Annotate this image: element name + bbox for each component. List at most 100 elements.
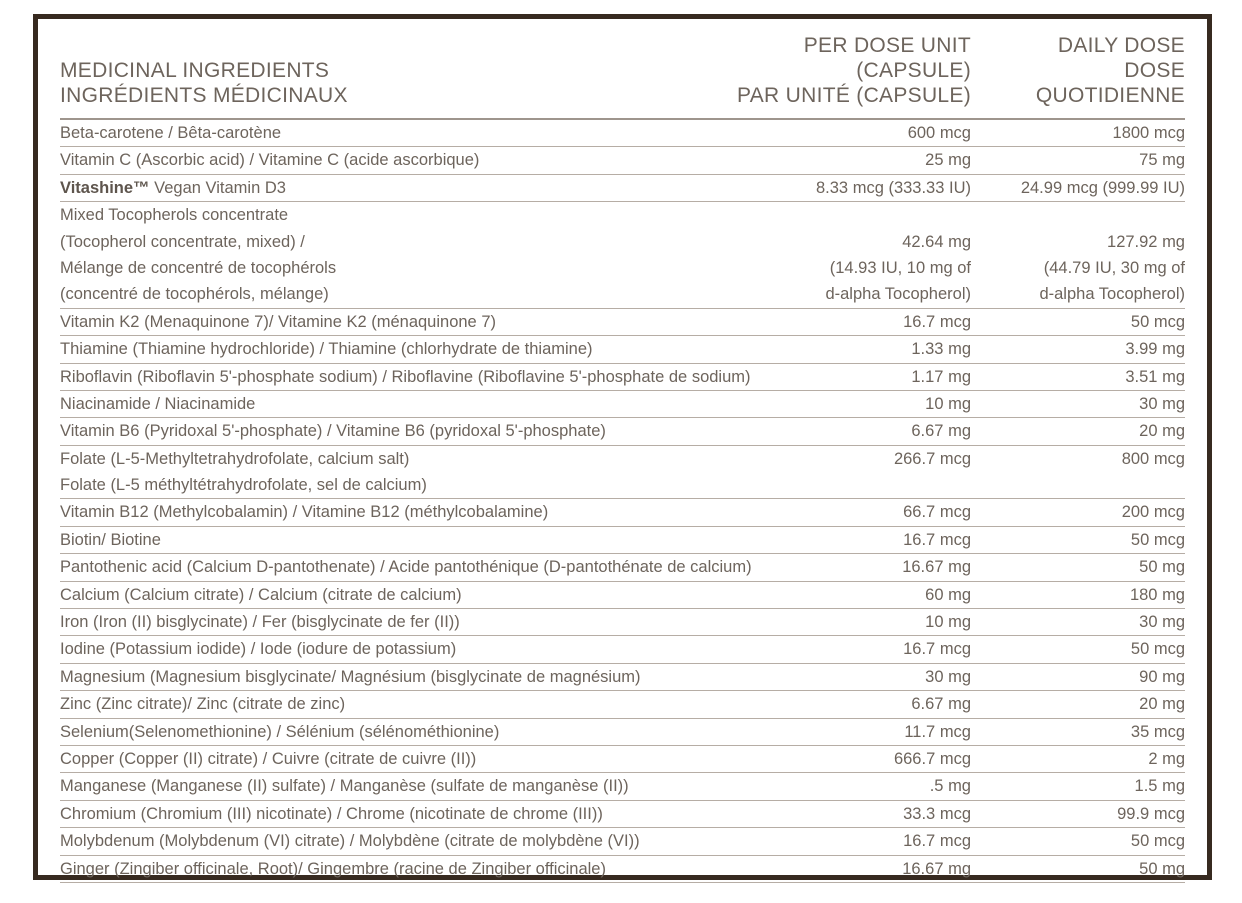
table-row: Mixed Tocopherols concentrate (Tocopherol… — [60, 201, 1185, 309]
per-dose-value: 30 mg — [733, 663, 971, 692]
ingredient-name: Iron (Iron (II) bisglycinate) / Fer (bis… — [60, 608, 733, 637]
ingredient-name: Vitamin K2 (Menaquinone 7)/ Vitamine K2 … — [60, 308, 733, 337]
daily-dose-value: 50 mg — [971, 553, 1185, 582]
table-row: Calcium (Calcium citrate) / Calcium (cit… — [60, 581, 1185, 610]
table-row: Vitamin B12 (Methylcobalamin) / Vitamine… — [60, 498, 1185, 527]
per-dose-value: 266.7 mcg — [733, 445, 971, 500]
table-row: Magnesium (Magnesium bisglycinate/ Magné… — [60, 663, 1185, 692]
table-row: Thiamine (Thiamine hydrochloride) / Thia… — [60, 335, 1185, 364]
panel-content: MEDICINAL INGREDIENTS INGRÉDIENTS MÉDICI… — [38, 19, 1207, 883]
per-dose-value: 25 mg — [733, 146, 971, 175]
daily-dose-value: 30 mg — [971, 390, 1185, 419]
per-dose-value: 16.67 mg — [733, 553, 971, 582]
per-dose-value: 10 mg — [733, 608, 971, 637]
per-dose-value: .5 mg — [733, 772, 971, 801]
daily-dose-value: 24.99 mcg (999.99 IU) — [971, 174, 1185, 203]
ingredient-name: Vitamin C (Ascorbic acid) / Vitamine C (… — [60, 146, 733, 175]
header-medicinal-ingredients-fr: INGRÉDIENTS MÉDICINAUX — [60, 84, 348, 107]
table-row: Biotin/ Biotine 16.7 mcg 50 mcg — [60, 526, 1185, 555]
table-row: Beta-carotene / Bêta-carotène 600 mcg 1800… — [60, 119, 1185, 148]
per-dose-value: 42.64 mg (14.93 IU, 10 mg of d-alpha Tocop… — [733, 201, 971, 309]
ingredient-name: Chromium (Chromium (III) nicotinate) / C… — [60, 800, 733, 829]
daily-dose-value: 3.51 mg — [971, 363, 1185, 391]
table-row: Vitamin C (Ascorbic acid) / Vitamine C (… — [60, 146, 1185, 175]
per-dose-value: 6.67 mg — [733, 690, 971, 719]
header-daily-dose-fr: QUOTIDIENNE — [1035, 84, 1185, 107]
ingredients-panel: MEDICINAL INGREDIENTS INGRÉDIENTS MÉDICI… — [33, 14, 1212, 883]
ingredient-name: Selenium(Selenomethionine) / Sélénium (s… — [60, 718, 733, 746]
per-dose-value: 16.7 mcg — [733, 635, 971, 664]
per-dose-value: 16.7 mcg — [733, 308, 971, 337]
ingredient-name: Manganese (Manganese (II) sulfate) / Man… — [60, 772, 733, 801]
daily-dose-value: 50 mcg — [971, 308, 1185, 337]
ingredient-name: Vitashine™ Vegan Vitamin D3 — [60, 174, 733, 203]
daily-dose-value: 1.5 mg — [971, 772, 1185, 801]
header-per-dose-unit-en: PER DOSE UNIT (CAPSULE) — [803, 34, 971, 82]
daily-dose-value: 180 mg — [971, 581, 1185, 610]
per-dose-value: 11.7 mcg — [733, 718, 971, 746]
table-row: Copper (Copper (II) citrate) / Cuivre (c… — [60, 745, 1185, 774]
daily-dose-value: 2 mg — [971, 745, 1185, 774]
ingredient-name: Riboflavin (Riboflavin 5'-phosphate sodi… — [60, 363, 751, 391]
ingredient-name: Copper (Copper (II) citrate) / Cuivre (c… — [60, 745, 733, 774]
table-row: Vitamin B6 (Pyridoxal 5'-phosphate) / Vi… — [60, 417, 1185, 446]
per-dose-value: 666.7 mcg — [733, 745, 971, 774]
daily-dose-value: 200 mcg — [971, 498, 1185, 527]
per-dose-value: 66.7 mcg — [733, 498, 971, 527]
daily-dose-value: 99.9 mcg — [971, 800, 1185, 829]
table-row: Riboflavin (Riboflavin 5'-phosphate sodi… — [60, 363, 1185, 391]
table-row: Manganese (Manganese (II) sulfate) / Man… — [60, 772, 1185, 801]
table-row: Pantothenic acid (Calcium D-pantothenate… — [60, 553, 1185, 582]
ingredient-name: Iodine (Potassium iodide) / Iode (iodure… — [60, 635, 733, 664]
per-dose-value: 1.33 mg — [733, 335, 971, 364]
daily-dose-value: 35 mcg — [971, 718, 1185, 746]
header-per-dose-unit-fr: PAR UNITÉ (CAPSULE) — [736, 84, 971, 107]
ingredient-name: Niacinamide / Niacinamide — [60, 390, 733, 419]
table-row: Selenium(Selenomethionine) / Sélénium (s… — [60, 718, 1185, 746]
daily-dose-value: 50 mcg — [971, 635, 1185, 664]
ingredient-name: Zinc (Zinc citrate)/ Zinc (citrate de zi… — [60, 690, 733, 719]
table-row: Molybdenum (Molybdenum (VI) citrate) / M… — [60, 827, 1185, 856]
ingredient-name: Vitamin B12 (Methylcobalamin) / Vitamine… — [60, 498, 733, 527]
ingredient-name: Thiamine (Thiamine hydrochloride) / Thia… — [60, 335, 733, 364]
daily-dose-value: 50 mg — [971, 855, 1185, 883]
daily-dose-value: 30 mg — [971, 608, 1185, 637]
ingredient-name: Mixed Tocopherols concentrate (Tocopherol… — [60, 201, 733, 309]
table-row: Vitamin K2 (Menaquinone 7)/ Vitamine K2 … — [60, 308, 1185, 337]
per-dose-value: 16.7 mcg — [733, 526, 971, 555]
table-row: Iodine (Potassium iodide) / Iode (iodure… — [60, 635, 1185, 664]
header-medicinal-ingredients-en: MEDICINAL INGREDIENTS — [60, 59, 330, 82]
daily-dose-value: 3.99 mg — [971, 335, 1185, 364]
table-row: Iron (Iron (II) bisglycinate) / Fer (bis… — [60, 608, 1185, 637]
table-header: MEDICINAL INGREDIENTS INGRÉDIENTS MÉDICI… — [60, 33, 1185, 120]
ingredient-name: Folate (L-5-Methyltetrahydrofolate, calc… — [60, 445, 733, 500]
per-dose-value: 16.7 mcg — [733, 827, 971, 856]
per-dose-value: 1.17 mg — [733, 363, 971, 391]
per-dose-value: 6.67 mg — [733, 417, 971, 446]
ingredient-name: Magnesium (Magnesium bisglycinate/ Magné… — [60, 663, 733, 692]
table-row: Vitashine™ Vegan Vitamin D3 8.33 mcg (333… — [60, 174, 1185, 203]
header-medicinal-ingredients: MEDICINAL INGREDIENTS INGRÉDIENTS MÉDICI… — [60, 33, 733, 120]
header-daily-dose-en: DAILY DOSE — [1057, 34, 1185, 57]
daily-dose-value: 90 mg — [971, 663, 1185, 692]
table-row: Folate (L-5-Methyltetrahydrofolate, calc… — [60, 445, 1185, 500]
daily-dose-value: 50 mcg — [971, 526, 1185, 555]
table-row: Zinc (Zinc citrate)/ Zinc (citrate de zi… — [60, 690, 1185, 719]
table-row: Niacinamide / Niacinamide 10 mg 30 mg — [60, 390, 1185, 419]
per-dose-value: 60 mg — [733, 581, 971, 610]
per-dose-value: 33.3 mcg — [733, 800, 971, 829]
header-daily-dose-mid: DOSE — [1124, 59, 1185, 82]
daily-dose-value: 127.92 mg (44.79 IU, 30 mg of d-alpha Toco… — [971, 201, 1185, 309]
medicinal-ingredients-table: MEDICINAL INGREDIENTS INGRÉDIENTS MÉDICI… — [60, 33, 1185, 883]
ingredient-name: Pantothenic acid (Calcium D-pantothenate… — [60, 553, 752, 582]
daily-dose-value: 50 mcg — [971, 827, 1185, 856]
ingredient-name: Ginger (Zingiber officinale, Root)/ Ging… — [60, 855, 733, 883]
ingredient-name: Molybdenum (Molybdenum (VI) citrate) / M… — [60, 827, 733, 856]
header-per-dose-unit: PER DOSE UNIT (CAPSULE) PAR UNITÉ (CAPSU… — [733, 33, 971, 120]
table-row: Chromium (Chromium (III) nicotinate) / C… — [60, 800, 1185, 829]
daily-dose-value: 800 mcg — [971, 445, 1185, 500]
per-dose-value: 10 mg — [733, 390, 971, 419]
ingredients-tbody: Beta-carotene / Bêta-carotène 600 mcg 1800… — [60, 119, 1185, 883]
per-dose-value: 600 mcg — [733, 119, 971, 148]
per-dose-value: 16.67 mg — [733, 855, 971, 883]
